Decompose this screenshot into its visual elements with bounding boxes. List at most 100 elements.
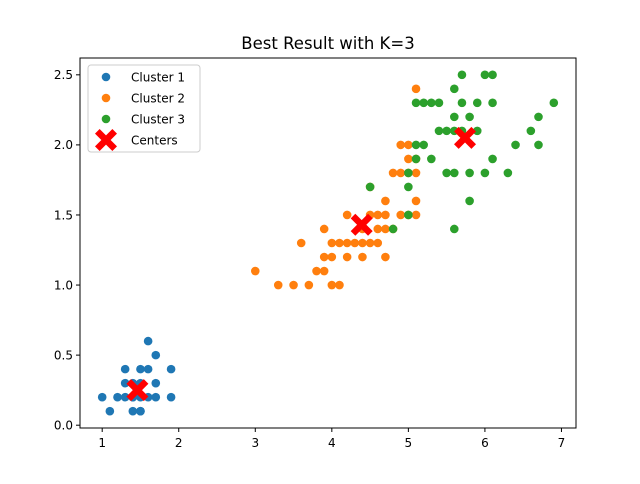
data-point — [434, 126, 444, 136]
data-point — [411, 140, 421, 150]
data-point — [388, 224, 398, 234]
data-point — [120, 364, 130, 374]
data-point — [411, 84, 421, 94]
data-point — [312, 266, 321, 276]
data-point — [381, 196, 390, 206]
chart-title: Best Result with K=3 — [241, 34, 414, 53]
data-point — [457, 70, 467, 80]
data-point — [472, 126, 482, 136]
legend: Cluster 1 Cluster 2 Cluster 3 Centers — [87, 64, 201, 153]
data-point — [304, 280, 314, 290]
legend-marker — [101, 72, 111, 82]
data-point — [411, 98, 421, 108]
data-point — [465, 112, 474, 122]
data-point — [250, 266, 260, 276]
data-point — [488, 70, 497, 80]
data-point — [350, 238, 360, 248]
data-point — [151, 392, 161, 402]
data-point — [549, 98, 559, 108]
data-point — [465, 196, 474, 206]
data-point — [449, 84, 459, 94]
data-point — [511, 140, 520, 150]
x-tick-label: 6 — [481, 436, 489, 450]
data-point — [166, 364, 176, 374]
data-point — [488, 154, 497, 164]
data-point — [120, 378, 130, 388]
x-tick-label: 4 — [328, 436, 336, 450]
data-point — [327, 252, 337, 262]
data-point — [365, 182, 375, 192]
data-point — [97, 392, 107, 402]
data-point — [296, 238, 306, 248]
legend-label: Cluster 2 — [131, 92, 185, 106]
data-point — [434, 98, 444, 108]
x-tick-label: 5 — [405, 436, 413, 450]
data-point — [151, 350, 161, 360]
data-point — [136, 364, 145, 374]
data-point — [136, 406, 145, 416]
data-point — [411, 154, 421, 164]
y-tick-label: 0.5 — [54, 348, 73, 362]
data-point — [534, 140, 543, 150]
data-point — [143, 336, 153, 346]
data-point — [319, 252, 329, 262]
data-point — [143, 364, 153, 374]
data-point — [365, 238, 375, 248]
data-point — [273, 280, 283, 290]
data-point — [419, 98, 428, 108]
data-point — [342, 252, 352, 262]
y-tick-label: 1.5 — [54, 208, 73, 222]
data-point — [404, 140, 413, 150]
legend-entry: Cluster 1 — [101, 71, 185, 85]
data-point — [427, 98, 436, 108]
data-point — [526, 126, 536, 136]
data-point — [411, 210, 421, 220]
legend-marker — [101, 114, 111, 124]
data-point — [105, 406, 115, 416]
data-point — [120, 392, 130, 402]
data-point — [480, 70, 490, 80]
data-point — [358, 238, 367, 248]
legend-label: Cluster 3 — [131, 113, 185, 127]
data-point — [442, 168, 451, 178]
x-tick-label: 2 — [175, 436, 183, 450]
data-point — [465, 168, 474, 178]
data-point — [166, 392, 176, 402]
data-point — [151, 378, 161, 388]
plot-area — [97, 70, 559, 416]
data-point — [113, 392, 122, 402]
data-point — [404, 168, 413, 178]
data-point — [503, 168, 513, 178]
x-tick-label: 7 — [558, 436, 566, 450]
data-point — [319, 224, 329, 234]
y-tick-label: 1.0 — [54, 278, 73, 292]
data-point — [449, 112, 459, 122]
data-point — [404, 210, 413, 220]
legend-entry: Cluster 2 — [101, 92, 185, 106]
legend-box — [87, 64, 201, 153]
x-tick-label: 1 — [98, 436, 106, 450]
x-tick-label: 3 — [251, 436, 259, 450]
data-point — [358, 252, 367, 262]
y-tick-label: 0.0 — [54, 418, 73, 432]
data-point — [411, 196, 421, 206]
series-cluster-2 — [250, 84, 421, 290]
data-point — [396, 140, 406, 150]
data-point — [327, 238, 337, 248]
data-point — [335, 280, 344, 290]
data-point — [128, 406, 138, 416]
data-point — [381, 224, 390, 234]
axes: 1 2 3 4 5 6 7 0.0 0.5 1.0 1.5 2.0 2.5 — [54, 57, 577, 450]
data-point — [335, 238, 344, 248]
center-marker — [350, 213, 373, 236]
data-point — [404, 182, 413, 192]
center-marker — [126, 379, 149, 402]
data-point — [373, 238, 383, 248]
data-point — [472, 98, 482, 108]
data-point — [396, 210, 406, 220]
data-point — [480, 168, 490, 178]
data-point — [327, 280, 337, 290]
series-centers — [126, 126, 477, 402]
